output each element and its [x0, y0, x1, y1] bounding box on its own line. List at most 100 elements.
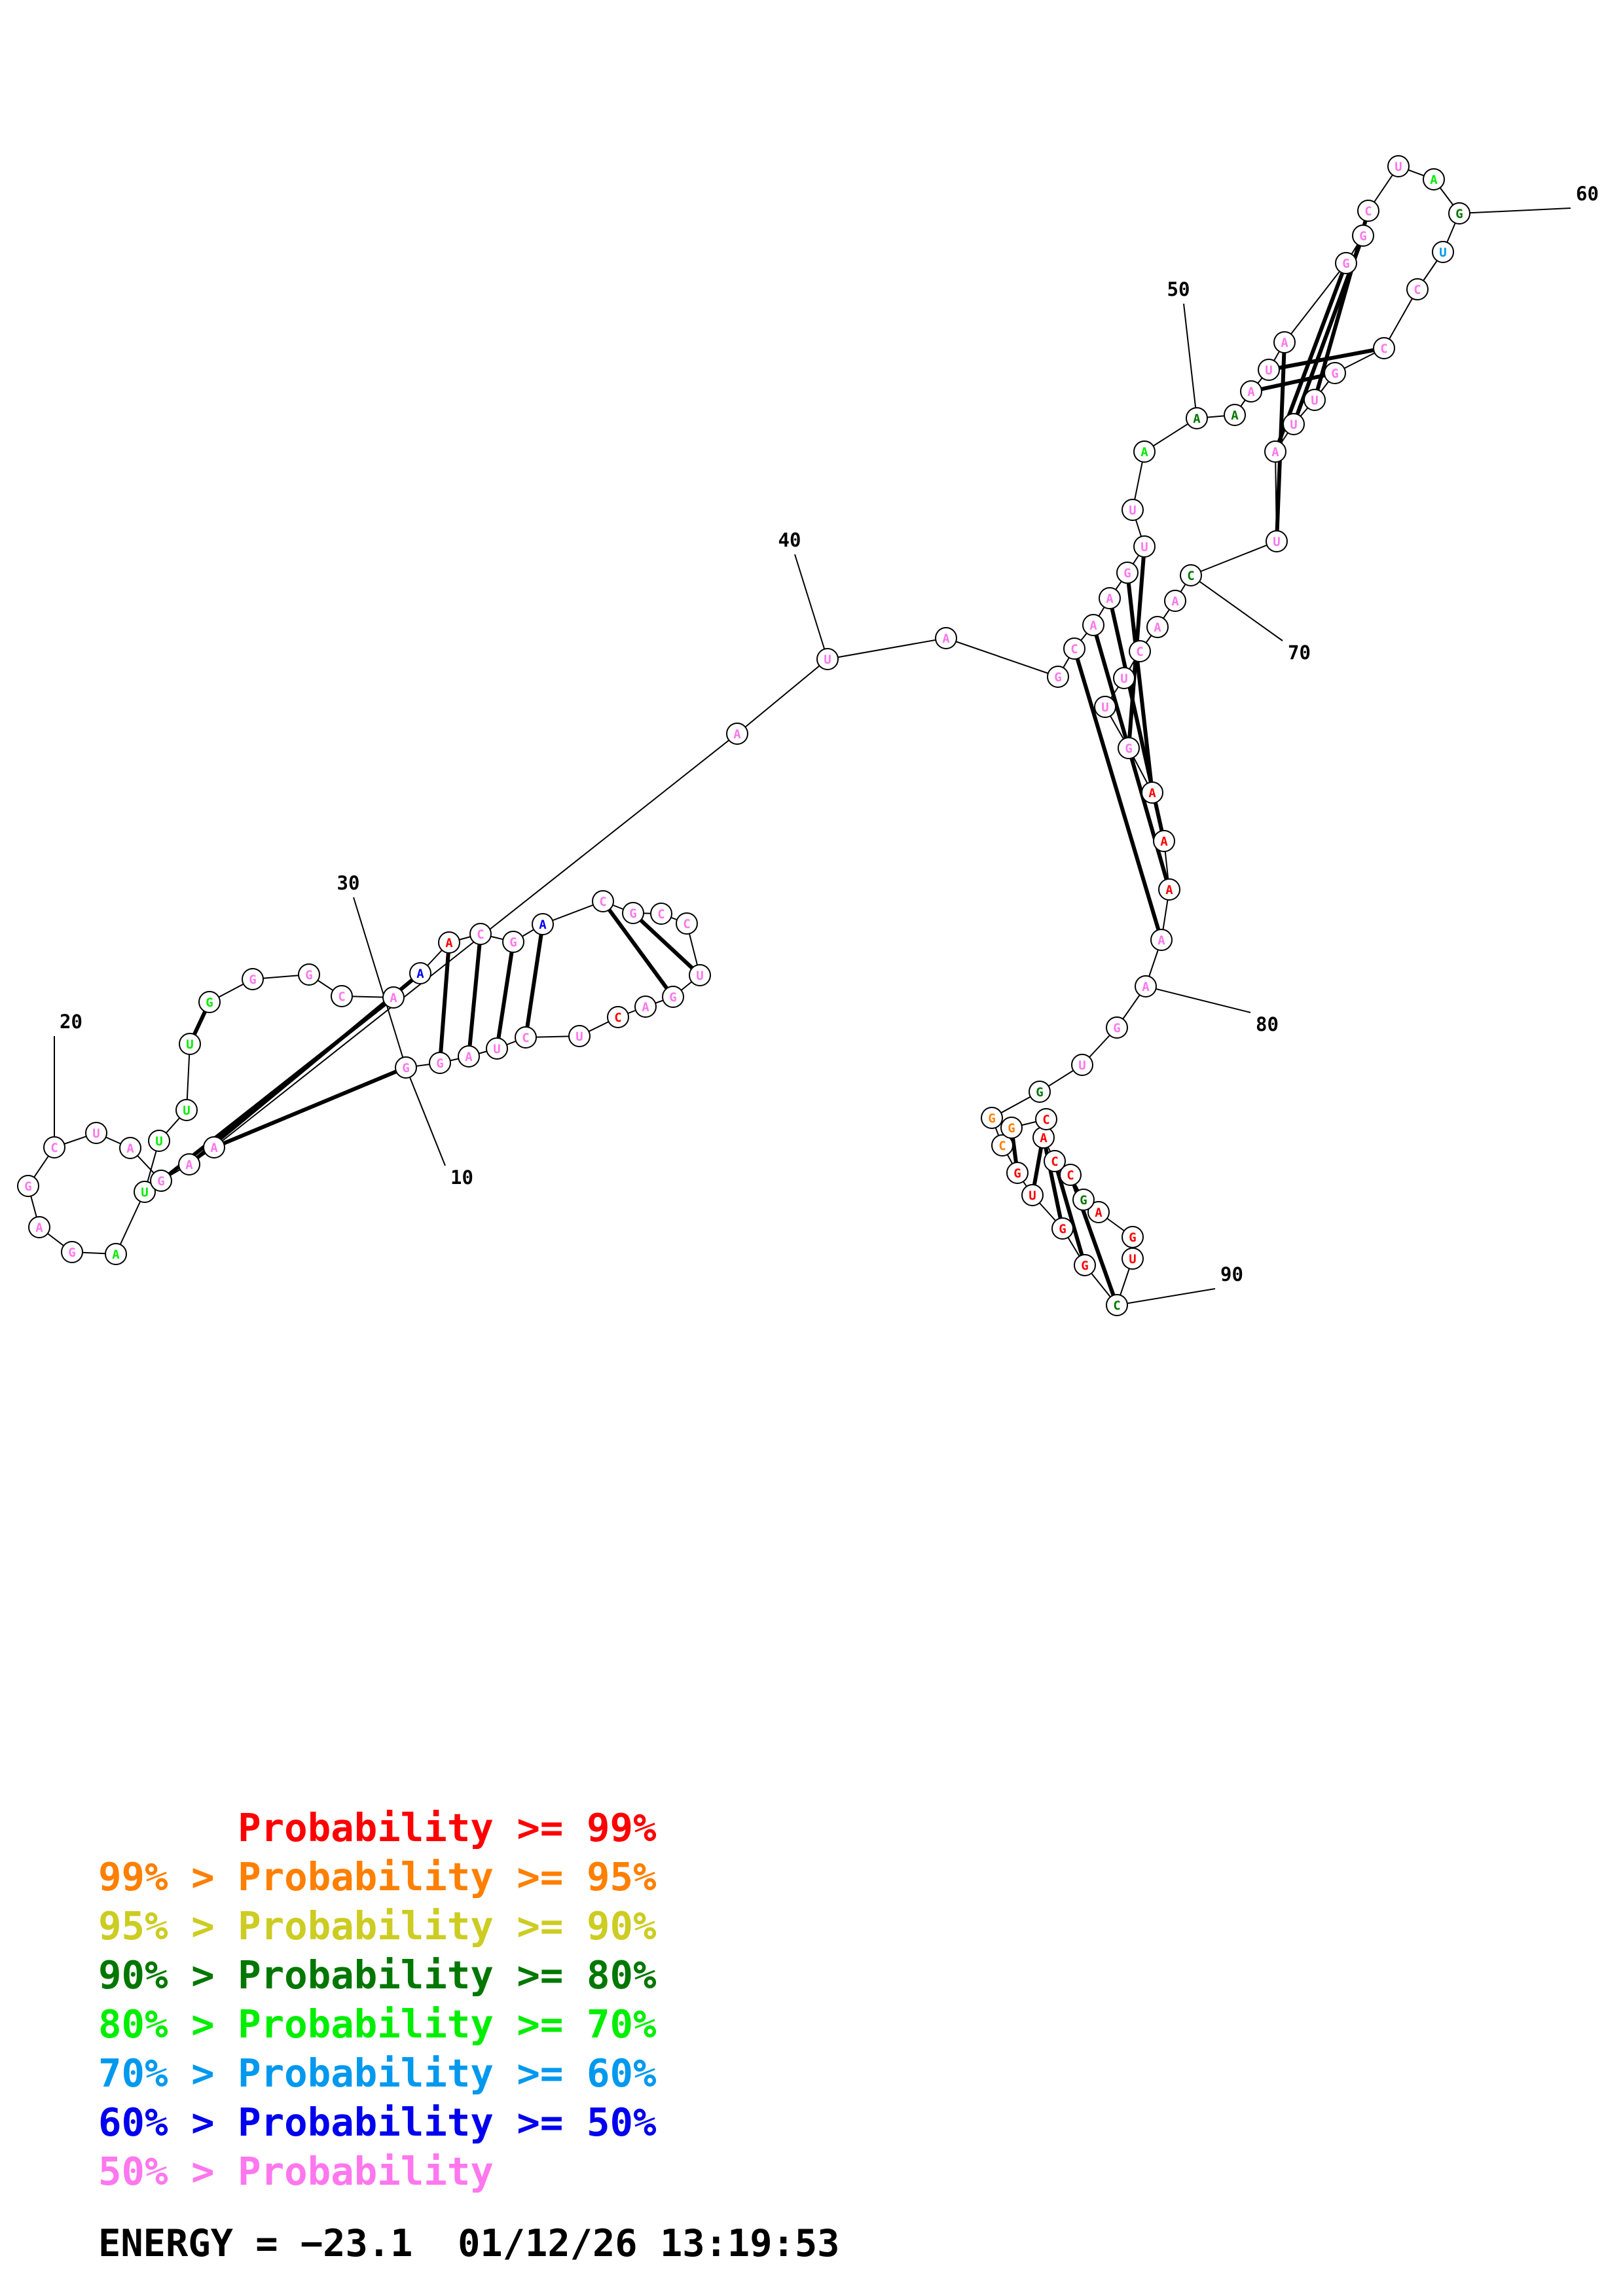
nucleotide-circle — [622, 902, 644, 924]
nucleotide: U — [486, 1037, 508, 1060]
nucleotide-letter: A — [1171, 594, 1179, 609]
nucleotide-letter: G — [1059, 1222, 1066, 1236]
nucleotide: C — [991, 1134, 1013, 1157]
nucleotide: G — [662, 986, 684, 1008]
nucleotide: A — [1141, 781, 1163, 804]
nucleotide-letter: A — [539, 918, 547, 932]
nucleotide: U — [85, 1122, 107, 1144]
nucleotide: U — [1283, 413, 1305, 435]
nucleotide: G — [1047, 666, 1069, 688]
nucleotide-circle — [395, 1056, 417, 1079]
energy-value: −23.1 — [300, 2222, 413, 2265]
nucleotide-circle — [1357, 200, 1379, 222]
nucleotide-circle — [1158, 878, 1180, 901]
nucleotide-letter: G — [249, 973, 256, 987]
nucleotide: U — [1021, 1184, 1044, 1206]
nucleotide: G — [429, 1052, 451, 1074]
energy-separator — [412, 2222, 458, 2265]
nucleotide-letter: G — [402, 1061, 409, 1075]
base-pair-bond — [1125, 572, 1154, 793]
nucleotide: A — [1087, 1201, 1110, 1223]
nucleotide-letter: A — [112, 1247, 120, 1262]
nucleotide-letter: U — [183, 1103, 190, 1118]
position-label: 20 — [60, 1011, 82, 1033]
nucleotide: A — [1423, 168, 1445, 190]
nucleotide-letter: G — [206, 996, 213, 1010]
nucleotide: U — [1387, 155, 1410, 177]
nucleotide-letter: A — [390, 991, 397, 1005]
nucleotide: U — [179, 1033, 201, 1055]
nucleotide-letter: U — [575, 1030, 583, 1044]
nucleotide: C — [1063, 637, 1085, 660]
legend-prefix: 50% > — [98, 2149, 238, 2194]
nucleotide: U — [816, 648, 839, 670]
base-pair-bond — [160, 996, 395, 1183]
nucleotide: G — [395, 1056, 417, 1079]
nucleotide: A — [1264, 440, 1286, 463]
nucleotide-letter: C — [1187, 569, 1194, 583]
nucleotide: A — [438, 931, 460, 954]
nucleotide-circle — [43, 1136, 65, 1158]
nucleotide-circle — [1186, 407, 1208, 429]
legend-text: Probability >= 80% — [238, 1952, 657, 1998]
nucleotide-letter: C — [50, 1141, 58, 1155]
nucleotide: A — [1099, 587, 1121, 609]
nucleotide-circle — [105, 1243, 127, 1265]
nucleotide: C — [607, 1006, 629, 1028]
nucleotide-circle — [1164, 590, 1186, 612]
nucleotide: C — [676, 912, 698, 935]
nucleotide-circle — [1006, 1162, 1029, 1184]
nucleotide: G — [1006, 1162, 1029, 1184]
position-tick — [1145, 986, 1251, 1013]
legend-prefix: 80% > — [98, 2001, 238, 2047]
nucleotide: A — [1240, 380, 1262, 403]
nucleotide: A — [203, 1136, 225, 1158]
nucleotide-circle — [689, 964, 711, 986]
nucleotide-letter: A — [942, 632, 950, 646]
nucleotide-circle — [568, 1025, 591, 1047]
nucleotide-letter: U — [1078, 1058, 1085, 1073]
nucleotide-letter: G — [1036, 1085, 1043, 1100]
position-label: 90 — [1220, 1263, 1243, 1285]
nucleotide-circle — [1141, 781, 1163, 804]
nucleotide-letter: G — [1123, 566, 1131, 581]
nucleotide: U — [1266, 530, 1288, 552]
nucleotide-letter: A — [1148, 786, 1156, 800]
base-pair-bond — [1053, 1160, 1087, 1266]
nucleotide-circle — [1335, 252, 1357, 274]
nucleotide-circle — [1133, 440, 1156, 463]
base-pair-bond — [1042, 1137, 1065, 1229]
nucleotide-circle — [382, 986, 405, 1009]
nucleotide: A — [1135, 975, 1157, 997]
base-pair-bond — [601, 900, 675, 998]
nucleotide-circle — [502, 931, 524, 953]
position-tick — [794, 554, 828, 660]
nucleotide-circle — [1082, 614, 1104, 636]
nucleotide-letter: A — [1271, 445, 1279, 459]
nucleotide-letter: U — [493, 1042, 500, 1056]
nucleotide-letter: G — [68, 1246, 75, 1260]
nucleotide-circle — [198, 991, 221, 1013]
nucleotide-letter: A — [1165, 883, 1173, 897]
nucleotide-letter: U — [186, 1037, 193, 1052]
nucleotide-circle — [1071, 1054, 1093, 1076]
base-pair-layer — [160, 210, 1385, 1306]
nucleotide-layer: G G AUC UCAGUCCGCAGCAAACGGGUUUUAGAGCUAGAAAU… — [17, 155, 1470, 1316]
nucleotide-circle — [1273, 331, 1296, 353]
nucleotide-letter: C — [1364, 204, 1372, 219]
nucleotide: G — [298, 963, 320, 986]
nucleotide-letter: G — [1342, 257, 1349, 271]
nucleotide: U — [1071, 1054, 1093, 1076]
base-pair-bond — [524, 924, 545, 1038]
nucleotide-letter: A — [1430, 173, 1438, 187]
base-pair-bond — [438, 942, 451, 1064]
nucleotide-letter: C — [1051, 1155, 1058, 1169]
nucleotide: G — [17, 1175, 39, 1197]
nucleotide: G — [1000, 1117, 1023, 1139]
nucleotide: G — [61, 1241, 83, 1263]
nucleotide-circle — [1133, 535, 1156, 558]
nucleotide: C — [592, 890, 614, 912]
nucleotide-letter: U — [1311, 393, 1318, 408]
nucleotide-letter: C — [1113, 1299, 1120, 1313]
